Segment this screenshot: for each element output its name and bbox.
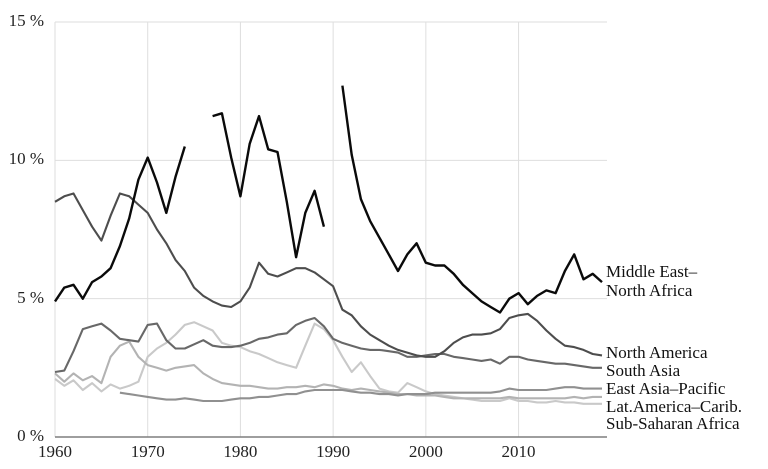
line-middle-east-north-africa [341,85,603,314]
x-tick-label: 1990 [316,442,351,461]
x-tick-label: 2000 [408,442,443,461]
y-tick-label: 5 % [17,287,44,307]
line-east-asia-pacific [119,386,602,403]
series-label-north-america: North America [606,343,708,362]
series-label-east-asia-pacific: East Asia–Pacific [606,379,726,398]
y-tick-label: 0 % [17,426,44,445]
series-label-middle-east-north-africa: Middle East– North Africa [606,262,698,300]
series-label-lat-america-carib: Lat.America–Carib. [606,397,742,416]
line-south-asia [54,316,602,374]
line-sub-saharan-africa [54,321,602,405]
line-north-america [54,192,603,358]
y-tick-label: 15 % [8,11,44,30]
x-tick-label: 1960 [38,442,72,461]
line-middle-east-north-africa [54,146,186,303]
y-tick-label: 10 % [8,149,44,169]
series-label-sub-saharan-africa: Sub-Saharan Africa [606,414,740,433]
line-lat-america-carib [54,340,602,400]
series-label-south-asia: South Asia [606,361,681,380]
line-middle-east-north-africa [212,112,326,259]
x-tick-label: 1970 [130,442,165,461]
x-tick-label: 1980 [223,442,258,461]
x-tick-label: 2010 [501,442,536,461]
